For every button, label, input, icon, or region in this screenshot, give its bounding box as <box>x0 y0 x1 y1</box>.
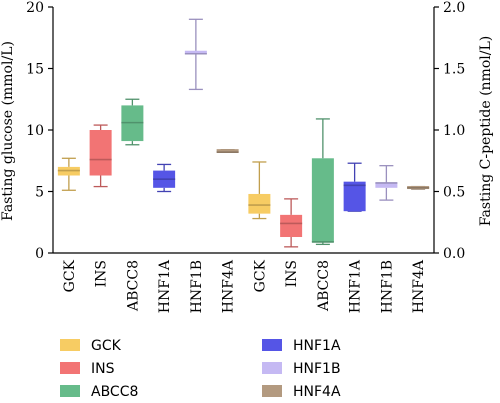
legend-item: ABCC8 <box>60 384 138 400</box>
category-label: GCK <box>62 259 78 292</box>
legend-swatch <box>60 339 80 351</box>
legend-label: HNF1A <box>293 338 341 354</box>
left-tick-label: 20 <box>26 0 44 16</box>
right-tick-label: 1.5 <box>443 62 465 78</box>
plot-area: 0 5 10 15 20 0.0 0.5 1.0 1.5 2.0 GCK INS ABCC8 HNF1… <box>26 0 465 313</box>
box-hnf1b-right <box>375 165 398 201</box>
box-hnf4a-left <box>216 149 239 153</box>
category-labels: GCK INS ABCC8 HNF1A HNF1B HNF4A GCK INS ABCC8 HNF… <box>62 259 427 313</box>
box-iqr <box>280 214 303 238</box>
box-iqr <box>311 158 334 242</box>
left-axis-title: Fasting glucose (mmol/L) <box>0 41 16 221</box>
legend-item: HNF4A <box>262 384 341 400</box>
box-abcc8-right <box>311 118 334 246</box>
box-hnf4a-right <box>407 185 430 190</box>
box-hnf1a-right <box>343 162 366 212</box>
category-label: GCK <box>252 259 268 292</box>
legend-item: HNF1A <box>262 338 341 354</box>
right-axis-ticks: 0.0 0.5 1.0 1.5 2.0 <box>434 0 465 262</box>
right-tick-label: 2.0 <box>443 0 465 16</box>
box-iqr <box>216 149 239 153</box>
box-iqr <box>89 130 112 176</box>
right-tick-label: 1.0 <box>443 123 465 139</box>
box-iqr <box>184 50 207 54</box>
box-iqr <box>375 182 398 188</box>
box-hnf1b-left <box>184 18 207 91</box>
category-label: ABCC8 <box>125 260 141 312</box>
left-tick-label: 0 <box>35 246 44 262</box>
box-gck-right <box>248 161 271 220</box>
legend-swatch <box>60 362 80 374</box>
legend-label: ABCC8 <box>91 384 138 400</box>
legend-label: HNF1B <box>293 361 341 377</box>
legend-swatch <box>262 362 282 374</box>
category-label: HNF1B <box>189 260 205 313</box>
category-label: INS <box>94 260 110 287</box>
box-series <box>57 18 430 248</box>
box-gck-left <box>57 157 80 191</box>
category-label: ABCC8 <box>316 260 332 312</box>
legend-item: INS <box>60 361 115 377</box>
legend: GCK HNF1A INS HNF1B ABCC8 HNF4A <box>60 338 341 400</box>
box-ins-right <box>280 198 303 248</box>
left-tick-label: 10 <box>26 123 44 139</box>
left-axis-ticks: 0 5 10 15 20 <box>26 0 53 262</box>
box-hnf1a-left <box>153 163 176 193</box>
legend-label: INS <box>91 361 115 377</box>
category-label: HNF4A <box>221 259 237 313</box>
left-tick-label: 5 <box>35 185 44 201</box>
box-iqr <box>343 181 366 212</box>
right-tick-label: 0.0 <box>443 246 465 262</box>
legend-swatch <box>60 385 80 397</box>
legend-item: HNF1B <box>262 361 341 377</box>
box-ins-left <box>89 124 112 188</box>
category-label: HNF1B <box>379 260 395 313</box>
category-label: HNF1A <box>348 259 364 313</box>
box-abcc8-left <box>121 98 144 146</box>
legend-label: GCK <box>91 338 122 354</box>
legend-item: GCK <box>60 338 122 354</box>
category-label: HNF1A <box>157 259 173 313</box>
legend-swatch <box>262 339 282 351</box>
box-iqr <box>248 193 271 214</box>
right-tick-label: 0.5 <box>443 185 465 201</box>
right-axis-title: Fasting C-peptide (nmol/L) <box>478 36 494 226</box>
left-tick-label: 15 <box>26 62 44 78</box>
legend-swatch <box>262 385 282 397</box>
category-label: HNF4A <box>411 259 427 313</box>
legend-label: HNF4A <box>293 384 341 400</box>
category-label: INS <box>284 260 300 287</box>
